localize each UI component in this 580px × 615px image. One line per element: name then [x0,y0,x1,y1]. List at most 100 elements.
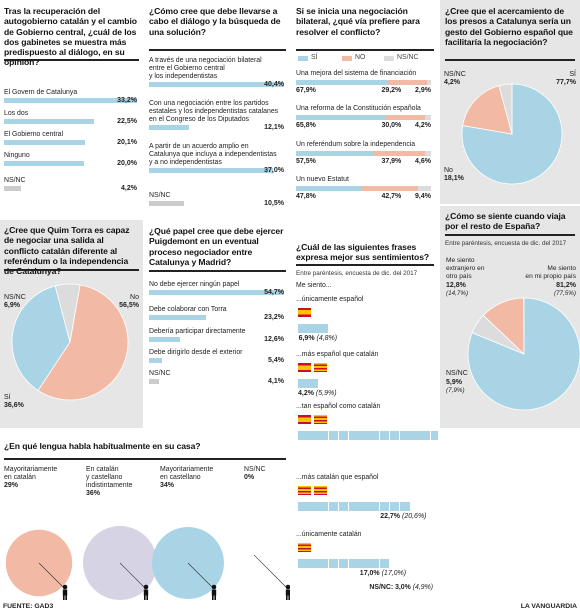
bar-segment [418,186,431,191]
person-icon [65,595,67,600]
bar-cell [349,502,359,511]
bar-label: en el Congreso de los Diputados [149,116,249,123]
value-label: 47,8% [296,193,316,200]
bar-cell [379,559,390,568]
value-label: 2,9% [415,87,431,94]
value-label: 12,6% [264,336,284,343]
value-label: 42,7% [381,193,402,200]
bar-cell [369,502,379,511]
panel-title: ¿Cree que Quim Torra es capaz de negocia… [4,225,130,277]
pie-label: NS/NC [444,71,466,78]
bar-label: Con una negociación entre los partidos [149,100,269,107]
bar-label: Una reforma de la Constitución española [296,105,421,112]
bar-label: A través de una negociación bilateral [149,57,262,64]
panel-dialogue-predisposition: Tras la recuperación del autogobierno ca… [0,0,143,217]
bar-segment [296,186,361,191]
panel-title: ¿Cuál de las siguientes frases expresa m… [296,242,430,263]
person-icon [286,595,288,600]
pie-slice [498,83,513,135]
pie-slice [54,283,81,343]
pie-slice [462,85,513,135]
bar-label: Un nuevo Estatut [296,176,349,183]
bar-cell [349,431,359,440]
person-icon [144,595,146,600]
bar [149,82,284,87]
spain-flag-icon [298,363,311,372]
bar-cell [318,502,328,511]
person-icon [143,584,149,590]
bar-cell [318,431,328,440]
pie-label: Me siento [446,257,475,264]
spain-flag-icon [298,415,311,424]
person-icon [62,589,68,596]
value-label: 20,0% [117,160,137,167]
category-label: Mayoritariamente [160,466,213,473]
bar-cell [298,502,308,511]
value-label: 5,4% [268,357,284,364]
current-value: 6,9% [298,335,317,342]
bar-cell [359,502,369,511]
category-label: indistintamente [86,482,133,489]
panel-feelings: ¿Cuál de las siguientes frases expresa m… [292,220,438,605]
pie-label: Sí [4,394,11,401]
bar-cell [369,431,379,440]
bar [149,125,190,130]
bar-cell [308,431,318,440]
panel-title: ¿Qué papel cree que debe ejercer Puigdem… [149,226,284,267]
previous-value: (17,0%) [381,570,407,577]
bar-cell [308,559,318,568]
bar-label: Catalunya que incluya a independentistas [149,151,277,158]
spain-flag-icon [298,308,311,317]
bar-segment [425,115,431,120]
subtitle: Entre paréntesis, encuesta de dic. del 2… [296,270,418,277]
legend-swatch [342,56,352,61]
panel-dialogue-method: ¿Cómo cree que debe llevarse a cabo el d… [145,0,290,217]
bar-label: y los independentistas [149,73,218,80]
value-label: 10,5% [264,200,284,207]
current-value: 22,7% [380,513,402,520]
current-value: 17,0% [359,570,382,577]
value-label: 0% [244,474,255,481]
bar-cell [298,324,308,333]
value-label: 4,1% [268,378,284,385]
panel-torra: ¿Cree que Quim Torra es capaz de negocia… [0,220,143,428]
value-label: 9,4% [415,193,431,200]
legend-label: NS/NC [397,54,419,61]
catalonia-flag-icon [314,363,327,372]
bar-cell [420,431,430,440]
person-icon [62,584,68,590]
radius-line [38,562,64,588]
value-label: 30,0% [381,122,402,129]
bar-label: Los dos [4,110,29,117]
pie-label: (7,9%) [446,387,465,394]
previous-value: (5,9%) [315,390,337,397]
value-label: 67,9% [296,87,316,94]
source: FUENTE: GAD3 [3,603,54,610]
bar-segment [373,151,425,156]
panel-title: Tras la recuperación del autogobierno ca… [4,6,137,68]
bar [4,186,21,191]
bar-cell [379,502,390,511]
value-label: 20,1% [117,139,137,146]
panel-title: ¿Cree que el acercamiento de los presos … [445,6,573,47]
person-icon [211,589,217,596]
bar-label: NS/NC [149,192,171,199]
value-label: 4,2% [121,185,137,192]
pie-label: NS/NC [4,294,26,301]
pie-label: 81,2% [556,282,577,289]
value-label: 29% [4,482,19,489]
legend-label: SÍ [311,54,318,61]
legend-swatch [384,56,394,61]
bar-label: entre el Gobierno central [149,65,225,72]
person-icon [212,595,214,600]
current-value: 4,2% [298,390,316,397]
bar-segment [296,115,385,120]
bar-label: Debe colaborar con Torra [149,306,227,313]
panel-language: ¿En qué lengua habla habitualmente en su… [0,431,290,603]
bar-cell [328,559,339,568]
catalonia-flag-icon [298,543,311,552]
panel-puigdemont: ¿Qué papel cree que debe ejercer Puigdem… [145,220,290,428]
bar-cell [400,431,410,440]
